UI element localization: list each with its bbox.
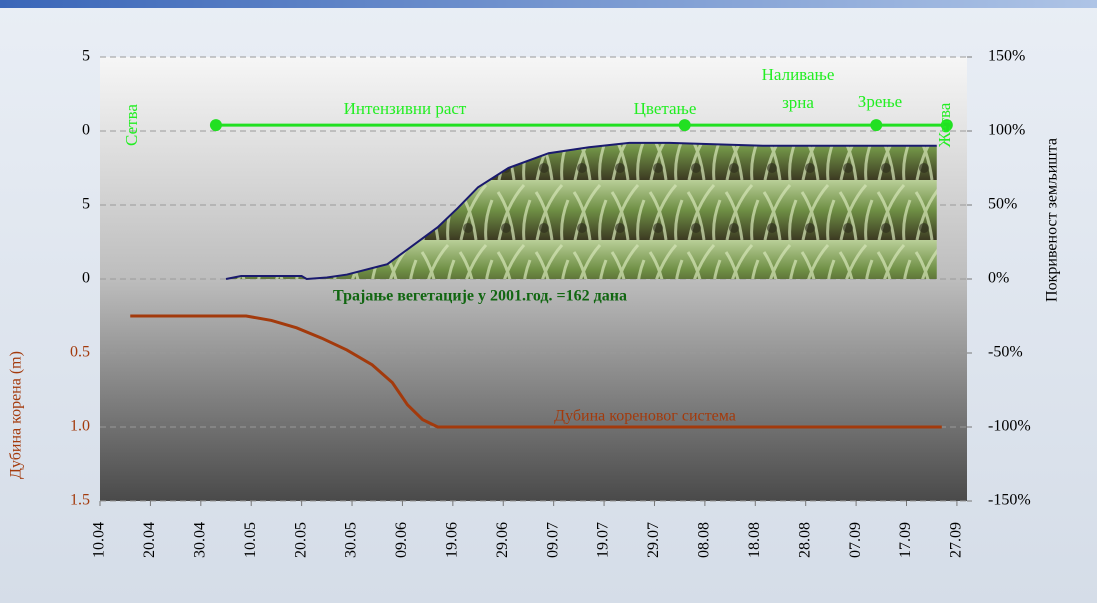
x-tick-label: 29.07 — [645, 522, 662, 558]
y-tick-label: 0.5 — [70, 344, 90, 361]
y2-tick-label: -50% — [988, 344, 1023, 361]
series-label: Дубина кореновог система — [554, 408, 736, 425]
y2-tick-label: 100% — [988, 122, 1025, 139]
x-tick-label: 30.04 — [191, 522, 208, 558]
x-tick-label: 30.05 — [343, 522, 360, 558]
note: Трајање вегетације у 2001.год. =162 дана — [333, 288, 627, 305]
top-bar — [0, 0, 1097, 8]
x-tick-label: 08.08 — [696, 522, 713, 558]
series-line — [130, 314, 942, 429]
y-tick-label: 0 — [82, 122, 90, 139]
x-tick-label: 20.05 — [292, 522, 309, 558]
coverage-area — [226, 142, 937, 279]
y-tick-label: 1.5 — [70, 492, 90, 509]
annotation: Цветање — [634, 99, 697, 118]
phase-marker — [940, 119, 953, 132]
annotation: зрна — [782, 93, 814, 112]
x-tick-label: 27.09 — [948, 522, 965, 558]
phase-marker — [209, 119, 222, 132]
x-tick-label: 10.05 — [242, 522, 259, 558]
series-line — [225, 141, 937, 281]
y-tick-label: 0 — [82, 270, 90, 287]
x-tick-label: 19.06 — [444, 522, 461, 558]
annotation: Сетва — [122, 104, 141, 146]
annotation: Интензивни раст — [344, 99, 467, 118]
annotation: Зрење — [858, 92, 902, 111]
y-tick-label: 1.0 — [70, 418, 90, 435]
x-tick-label: 20.04 — [141, 522, 158, 558]
x-tick-label: 09.06 — [393, 522, 410, 558]
annotation: Жетва — [935, 102, 954, 147]
y2-tick-label: -100% — [988, 418, 1031, 435]
x-tick-label: 17.09 — [897, 522, 914, 558]
x-tick-label: 07.09 — [847, 522, 864, 558]
y2-tick-label: 50% — [988, 196, 1017, 213]
y-tick-label: 5 — [82, 48, 90, 65]
x-tick-label: 18.08 — [746, 522, 763, 558]
y2-axis-title: Покривеност земљишта — [1044, 138, 1061, 302]
y-axis-title: Дубина корена (m) — [8, 351, 25, 479]
y-tick-label: 5 — [82, 196, 90, 213]
y2-tick-label: -150% — [988, 492, 1031, 509]
phase-marker — [678, 119, 691, 132]
x-tick-label: 29.06 — [494, 522, 511, 558]
y2-tick-label: 0% — [988, 270, 1009, 287]
y2-tick-label: 150% — [988, 48, 1025, 65]
x-tick-label: 28.08 — [796, 522, 813, 558]
x-tick-label: 10.04 — [91, 522, 108, 558]
x-tick-label: 19.07 — [595, 522, 612, 558]
x-tick-label: 09.07 — [544, 522, 561, 558]
phase-marker — [870, 119, 883, 132]
annotation: Наливање — [762, 65, 835, 84]
